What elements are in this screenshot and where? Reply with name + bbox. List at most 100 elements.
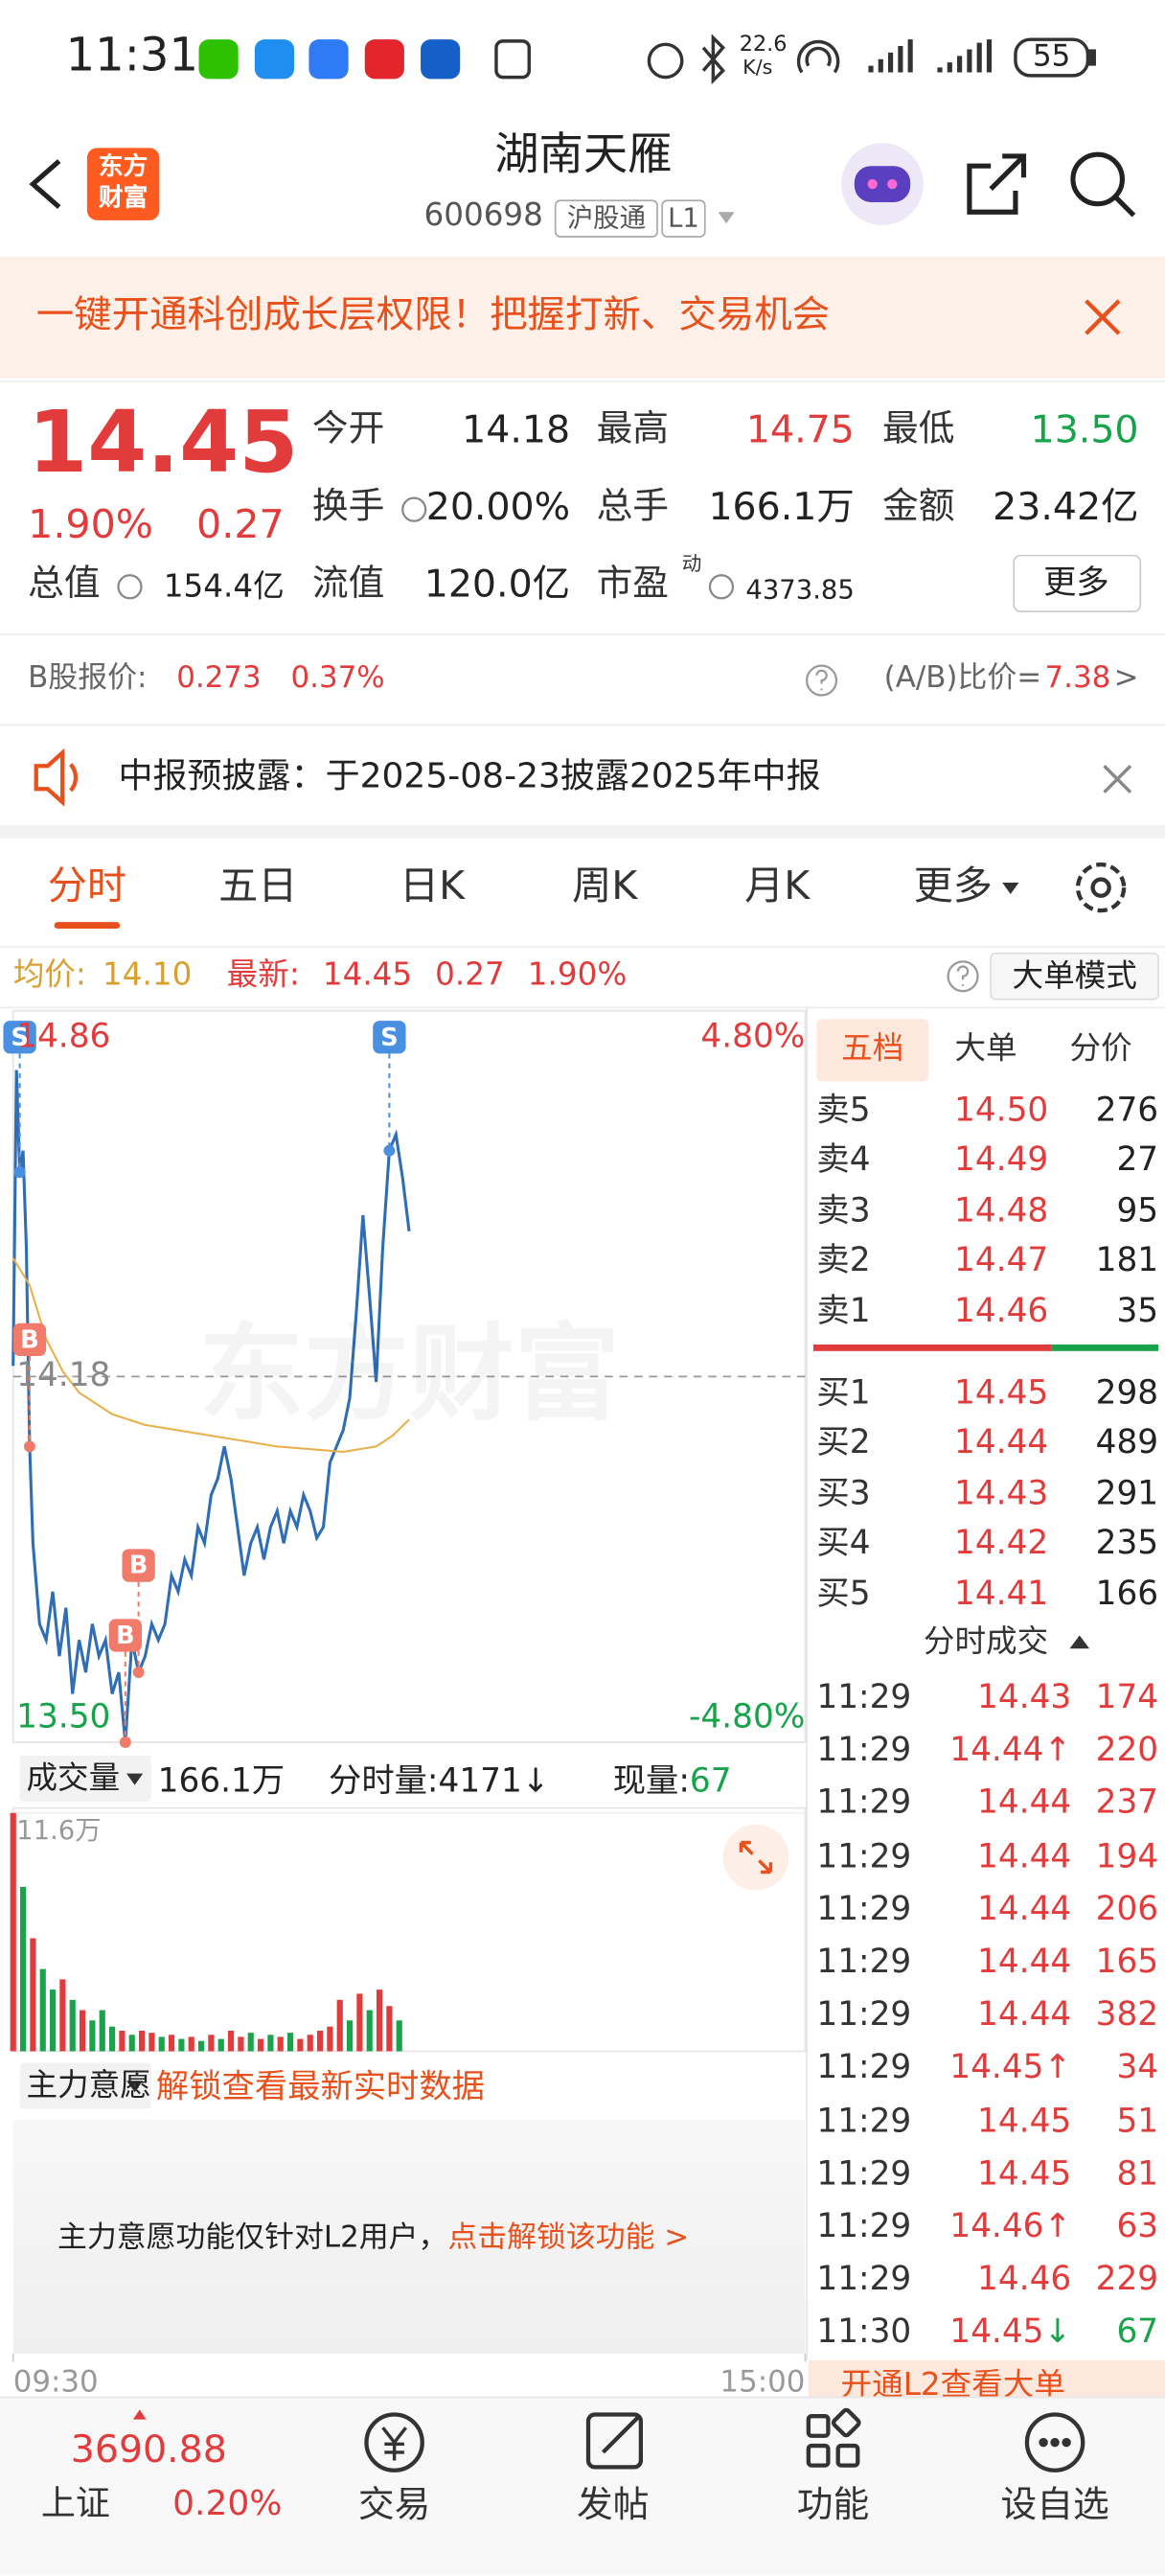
book-level: 买4 <box>816 1522 871 1562</box>
trade-price: 14.46 <box>949 2205 1044 2245</box>
trade-price-row: 14.44 <box>977 1785 1071 1818</box>
volume-bar <box>158 2036 165 2052</box>
volume-bar <box>148 2033 155 2052</box>
alarm-icon <box>647 42 684 80</box>
search-handle <box>1113 195 1136 218</box>
trade-footer[interactable]: 开通L2查看大单 <box>840 2366 1065 2404</box>
trade-price-row: 14.45 ↑ <box>949 2050 1071 2082</box>
app-icon <box>421 39 461 80</box>
volume-bar <box>316 2030 324 2052</box>
dropdown-icon <box>1002 883 1019 895</box>
volume-axis-label: 11.6万 <box>16 1814 102 1847</box>
stat-label: 市盈 <box>596 564 670 606</box>
tag-box <box>554 199 658 238</box>
price-axis-label: 13.50 <box>16 1695 111 1736</box>
time-axis-label: 09:30 <box>12 2365 99 2401</box>
text-row: 分时量: 4171 ↓ <box>329 1763 550 1796</box>
expand-icon <box>722 1824 789 1891</box>
marker-label: B <box>128 1551 148 1580</box>
avg-label: 均价: <box>12 956 86 993</box>
mode-button[interactable]: 大单模式 <box>1012 957 1137 995</box>
robot-eye <box>867 178 878 190</box>
trade-arrow: ↓ <box>1043 2312 1072 2352</box>
l2-link[interactable]: 点击解锁该功能 > <box>447 2220 690 2256</box>
volume-label[interactable]: 成交量 <box>26 1760 121 1797</box>
trade-time: 11:30 <box>816 2312 912 2352</box>
chart-tab[interactable]: 月K <box>744 862 811 909</box>
trade-price: 14.45 <box>977 2100 1072 2140</box>
chart-tab[interactable]: 分时 <box>47 862 127 909</box>
chart-tab[interactable]: 更多 <box>913 862 993 909</box>
stat-value: 23.42亿 <box>993 486 1139 530</box>
volume-bar <box>30 1938 36 2052</box>
signal-icon <box>868 39 993 73</box>
trade-volume: 174 <box>1095 1676 1159 1716</box>
robot-eye <box>887 178 898 190</box>
book-tab[interactable]: 分价 <box>1069 1030 1132 1068</box>
trade-volume: 382 <box>1095 1993 1159 2034</box>
book-level: 买5 <box>816 1573 871 1613</box>
banner-text[interactable]: 一键开通科创成长层权限！把握打新、交易机会 <box>35 294 831 337</box>
bottom-nav <box>0 2396 1165 2576</box>
trade-volume: 165 <box>1095 1941 1159 1981</box>
volume-bar <box>49 1990 57 2052</box>
book-level: 买1 <box>816 1372 871 1413</box>
chart-tab[interactable]: 五日 <box>218 862 298 909</box>
marker-label: S <box>380 1022 399 1052</box>
trade-marker <box>23 1440 35 1453</box>
b-share-label: B股报价: <box>28 660 148 696</box>
book-tab[interactable]: 大单 <box>954 1030 1017 1068</box>
volume-bar <box>257 2038 264 2052</box>
book-price: 14.44 <box>954 1421 1049 1461</box>
time-axis-label: 15:00 <box>720 2365 806 2401</box>
nav-item[interactable]: 功能 <box>796 2485 870 2527</box>
volume-bar <box>128 2035 135 2052</box>
share-icon <box>967 153 1027 215</box>
volume-bar <box>238 2036 244 2052</box>
battery-nub <box>1087 49 1096 66</box>
marker-badge <box>122 1549 155 1582</box>
dot <box>1039 2437 1048 2448</box>
main-force-label[interactable]: 主力意愿 <box>26 2067 151 2104</box>
stat-label: 金额 <box>882 486 955 528</box>
nav-item[interactable]: 设自选 <box>1000 2485 1109 2527</box>
unlock-link[interactable]: 解锁查看最新实时数据 <box>155 2065 485 2106</box>
book-volume: 35 <box>1116 1290 1159 1330</box>
nav-item[interactable]: 发帖 <box>576 2485 650 2527</box>
stock-tag: 沪股通 <box>566 201 647 234</box>
book-level: 卖2 <box>816 1239 871 1279</box>
book-level: 卖4 <box>816 1138 871 1179</box>
stat-label: 最高 <box>596 409 670 450</box>
volume-bar <box>277 2036 284 2052</box>
trade-arrow: ↑ <box>1043 2046 1072 2087</box>
volume-bar <box>197 2040 205 2052</box>
trade-marker <box>383 1144 396 1157</box>
book-tab[interactable]: 五档 <box>841 1030 904 1068</box>
ask-bar <box>812 1344 1052 1351</box>
main-force-panel <box>12 2120 806 2355</box>
chart-tab[interactable]: 日K <box>399 862 466 909</box>
volume-bar <box>267 2035 274 2052</box>
trade-price: 14.43 <box>977 1676 1072 1716</box>
volume-bar <box>108 2026 116 2052</box>
volume-total: 166.1万 <box>157 1760 286 1801</box>
trade-volume: 67 <box>1116 2312 1159 2352</box>
more-button[interactable]: 更多 <box>1043 562 1109 602</box>
trade-time: 11:29 <box>816 1676 912 1716</box>
volume-bar <box>346 2020 354 2052</box>
trade-price: 14.45 <box>949 2046 1044 2087</box>
stat-value: 14.18 <box>462 409 571 452</box>
trade-price-row: 14.46 ↑ <box>949 2209 1071 2242</box>
chart-tab[interactable]: 周K <box>572 862 638 909</box>
ratio-label: (A/B)比价= <box>883 660 1042 696</box>
app-icon <box>308 39 349 80</box>
notice-text[interactable]: 中报预披露：于2025-08-23披露2025年中报 <box>118 755 821 796</box>
app-icon <box>198 39 239 80</box>
volume-bar <box>286 2033 294 2052</box>
trade-time: 11:29 <box>816 2258 912 2299</box>
nav-item[interactable]: 交易 <box>357 2485 431 2527</box>
stat-value: 166.1万 <box>708 486 855 530</box>
trade-volume: 220 <box>1095 1729 1159 1769</box>
trade-volume: 229 <box>1095 2258 1159 2299</box>
book-volume: 27 <box>1116 1138 1159 1179</box>
